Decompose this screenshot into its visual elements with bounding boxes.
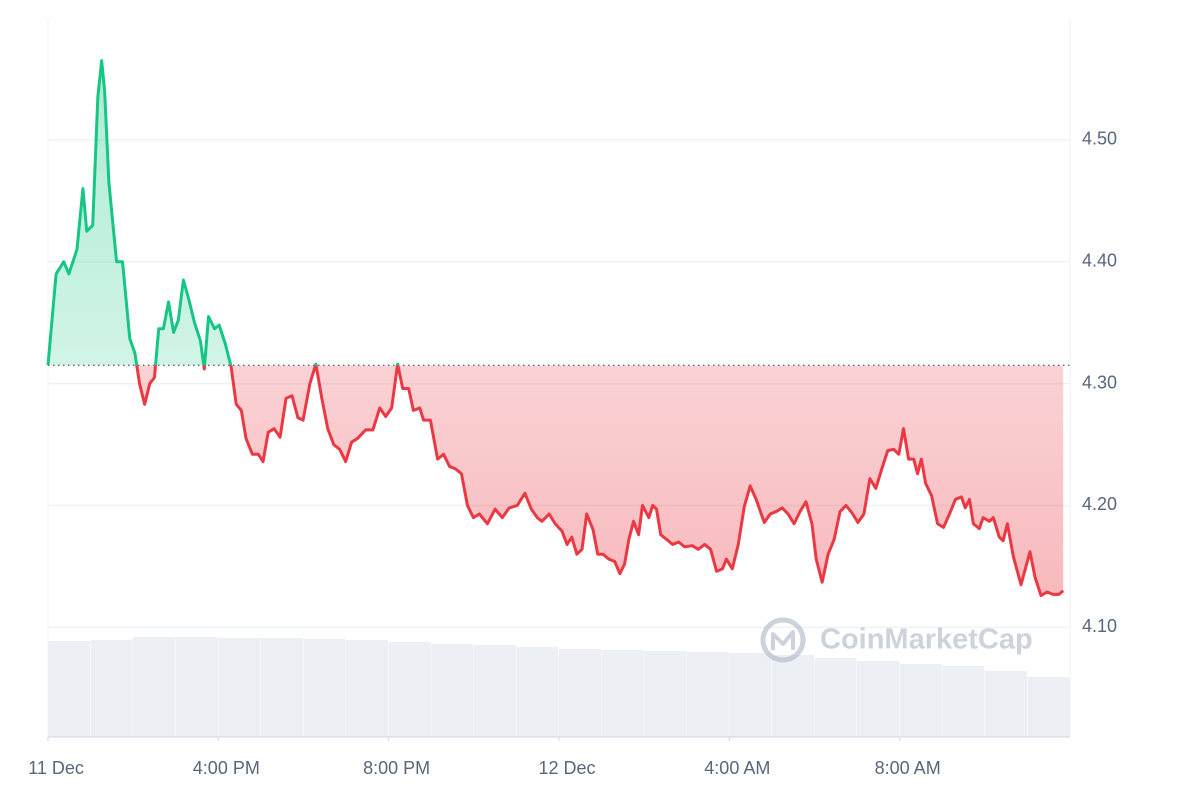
volume-bar: [559, 649, 602, 737]
volume-bar: [729, 653, 772, 737]
volume-bar: [644, 651, 687, 737]
volume-bar: [303, 639, 346, 737]
x-tick-label: 4:00 PM: [193, 758, 260, 778]
volume-bar: [473, 645, 516, 737]
volume-bar: [899, 664, 942, 737]
logo-mark: [771, 630, 795, 650]
volume-bar: [48, 641, 91, 737]
x-tick-label: 12 Dec: [538, 758, 595, 778]
volume-bar: [814, 658, 857, 737]
y-tick-label: 4.20: [1082, 494, 1117, 514]
volume-bar: [175, 637, 218, 737]
volume-bar: [133, 637, 176, 737]
volume-bar: [942, 666, 985, 737]
volume-bar: [984, 671, 1027, 737]
volume-bar: [771, 655, 814, 737]
watermark-text: CoinMarketCap: [820, 624, 1033, 656]
x-tick-label: 4:00 AM: [704, 758, 770, 778]
y-tick-label: 4.50: [1082, 129, 1117, 149]
x-tick-label: 8:00 PM: [363, 758, 430, 778]
volume-bar: [601, 650, 644, 737]
y-tick-label: 4.10: [1082, 616, 1117, 636]
volume-bar: [346, 640, 389, 737]
volume-bar: [516, 647, 559, 737]
area-below: [48, 365, 1064, 596]
volume-bar: [857, 661, 900, 737]
volume-bar: [388, 642, 431, 737]
logo: [760, 617, 806, 663]
price-line-up: [46, 59, 400, 366]
volume-bar: [90, 640, 133, 737]
y-tick-label: 4.40: [1082, 250, 1117, 270]
area-above: [48, 60, 398, 366]
volume-bar: [431, 644, 474, 737]
price-line-down: [48, 365, 1065, 598]
volume-bar: [218, 638, 261, 737]
volume-bar: [686, 652, 729, 737]
volume-bar: [260, 638, 303, 737]
x-tick-label: 11 Dec: [28, 758, 84, 778]
y-tick-label: 4.30: [1082, 372, 1117, 392]
watermark: CoinMarketCap: [760, 617, 1033, 663]
x-tick-label: 8:00 AM: [875, 758, 941, 778]
volume-bar: [1027, 677, 1070, 737]
